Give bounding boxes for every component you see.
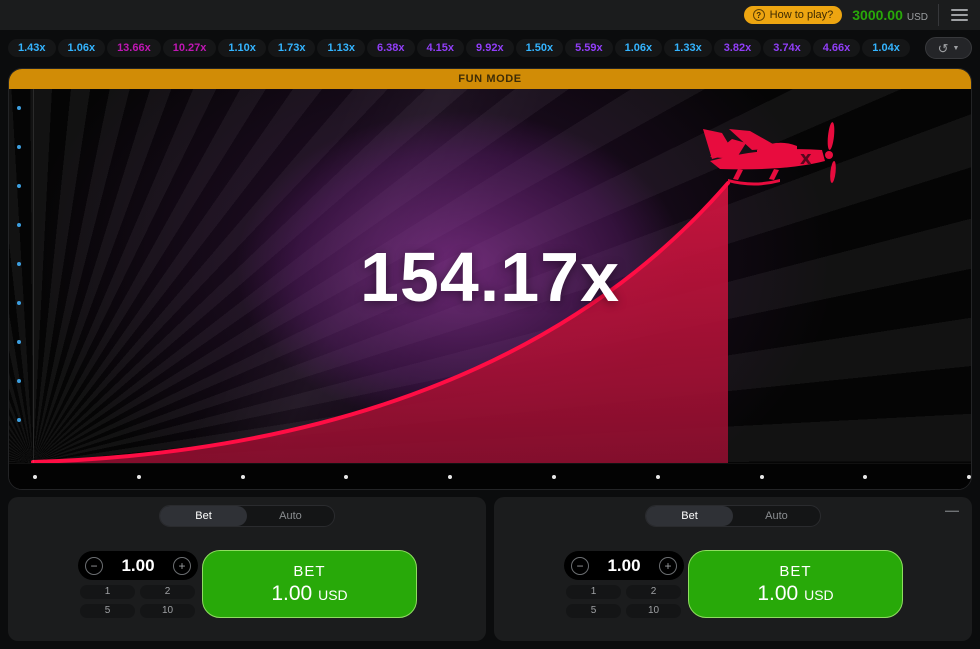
history-chip[interactable]: 1.50x <box>515 39 564 57</box>
increase-amount-button[interactable]: + <box>659 556 677 575</box>
y-axis-dot <box>17 106 21 110</box>
balance-currency: USD <box>906 12 928 23</box>
y-axis-dot <box>17 340 21 344</box>
game-field: x 154.17x <box>9 89 971 489</box>
quick-amount-button[interactable]: 2 <box>140 585 195 599</box>
amount-stepper-2: − 1.00 + <box>564 551 684 580</box>
x-axis-dot <box>448 475 453 479</box>
history-chip[interactable]: 1.73x <box>267 39 316 57</box>
plane-icon: x <box>703 122 836 186</box>
round-history-bar: 1.43x 1.06x 13.66x 10.27x 1.10x 1.73x 1.13x 6.3… <box>0 30 980 66</box>
remove-panel-button[interactable]: — <box>945 502 959 518</box>
bet-auto-tabs-1: Bet Auto <box>159 505 335 527</box>
history-chip[interactable]: 1.06x <box>57 39 106 57</box>
bet-button-1[interactable]: BET 1.00 USD <box>202 550 417 618</box>
y-axis-line <box>33 89 34 463</box>
x-axis-dot <box>344 475 349 479</box>
history-chip[interactable]: 5.59x <box>565 39 613 57</box>
how-to-play-button[interactable]: ? How to play? <box>743 6 843 24</box>
bet-button-amount: 1.00 USD <box>757 581 834 605</box>
bet-panel-2: Bet Auto — − 1.00 + 1 2 5 10 BET 1.00 US… <box>494 497 972 641</box>
y-axis-dot <box>17 379 21 383</box>
topbar-divider <box>938 4 939 26</box>
x-axis-dot <box>136 475 141 479</box>
history-list: 1.43x 1.06x 13.66x 10.27x 1.10x 1.73x 1.13x 6.3… <box>8 39 917 57</box>
decrease-amount-button[interactable]: − <box>571 556 589 575</box>
round-history-dropdown-button[interactable]: ↺ ▼ <box>925 37 972 59</box>
balance: 3000.00 USD <box>852 7 928 23</box>
amount-stepper-1: − 1.00 + <box>78 551 198 580</box>
increase-amount-button[interactable]: + <box>173 556 191 575</box>
history-chip[interactable]: 3.74x <box>763 39 811 57</box>
quick-amounts-1: 1 2 5 10 <box>80 585 196 618</box>
history-chip[interactable]: 4.15x <box>416 39 465 57</box>
x-axis-dot <box>759 475 764 479</box>
y-axis-dot <box>17 145 21 149</box>
balance-value: 3000.00 <box>852 7 903 23</box>
bet-button-amount: 1.00 USD <box>271 581 348 605</box>
x-axis-dot <box>552 475 556 479</box>
y-axis-dot <box>17 301 21 305</box>
history-chip[interactable]: 1.04x <box>862 39 910 57</box>
y-axis-dot <box>17 184 21 188</box>
history-chip[interactable]: 1.43x <box>8 39 56 57</box>
history-chip[interactable]: 1.06x <box>614 39 663 57</box>
current-multiplier: 154.17x <box>359 238 621 316</box>
quick-amount-button[interactable]: 10 <box>626 604 681 618</box>
history-chip[interactable]: 4.66x <box>812 39 861 57</box>
history-clock-icon: ↺ <box>937 40 949 56</box>
history-chip[interactable]: 3.82x <box>713 39 762 57</box>
bet-panels: Bet Auto − 1.00 + 1 2 5 10 BET 1.00 USD <box>8 497 972 641</box>
history-chip[interactable]: 6.38x <box>366 39 415 57</box>
quick-amounts-2: 1 2 5 10 <box>566 585 682 618</box>
quick-amount-button[interactable]: 2 <box>626 585 681 599</box>
x-axis-dot <box>967 475 971 479</box>
history-chip[interactable]: 1.10x <box>218 39 266 57</box>
amount-value[interactable]: 1.00 <box>121 555 155 575</box>
y-axis-dot <box>17 262 21 266</box>
hamburger-menu-icon[interactable] <box>949 6 970 24</box>
x-axis-dot <box>240 475 245 479</box>
tab-auto[interactable]: Auto <box>765 510 788 522</box>
multiplier-curve: x <box>31 122 836 464</box>
svg-text:x: x <box>800 148 812 169</box>
x-axis-dot <box>655 475 660 479</box>
history-chip[interactable]: 1.13x <box>317 39 365 57</box>
fun-mode-banner: FUN MODE <box>9 69 971 89</box>
bet-button-label: BET <box>779 562 812 580</box>
bet-button-label: BET <box>293 562 326 580</box>
y-axis-dot <box>17 223 21 227</box>
tab-auto[interactable]: Auto <box>279 510 302 522</box>
x-axis-dot <box>863 475 868 479</box>
bet-auto-tabs-2: Bet Auto <box>645 505 821 527</box>
bet-panel-1: Bet Auto − 1.00 + 1 2 5 10 BET 1.00 USD <box>8 497 486 641</box>
history-chip[interactable]: 10.27x <box>162 39 217 57</box>
tab-bet[interactable]: Bet <box>160 506 247 526</box>
game-area: FUN MODE <box>8 68 972 490</box>
history-chip[interactable]: 9.92x <box>466 39 514 57</box>
y-axis-dot <box>17 418 21 422</box>
history-chip[interactable]: 1.33x <box>664 39 712 57</box>
top-bar: ? How to play? 3000.00 USD <box>0 0 980 30</box>
quick-amount-button[interactable]: 1 <box>80 585 135 599</box>
x-axis-strip <box>9 463 971 489</box>
question-circle-icon: ? <box>752 9 765 21</box>
bet-button-2[interactable]: BET 1.00 USD <box>688 550 903 618</box>
quick-amount-button[interactable]: 1 <box>566 585 621 599</box>
quick-amount-button[interactable]: 5 <box>566 604 621 618</box>
how-to-play-label: How to play? <box>769 9 834 21</box>
amount-value[interactable]: 1.00 <box>607 555 641 575</box>
chevron-down-icon: ▼ <box>952 44 960 52</box>
quick-amount-button[interactable]: 5 <box>80 604 135 618</box>
tab-bet[interactable]: Bet <box>646 506 733 526</box>
decrease-amount-button[interactable]: − <box>85 556 103 575</box>
x-axis-dot <box>33 475 37 479</box>
history-chip[interactable]: 13.66x <box>107 39 161 57</box>
quick-amount-button[interactable]: 10 <box>140 604 195 618</box>
